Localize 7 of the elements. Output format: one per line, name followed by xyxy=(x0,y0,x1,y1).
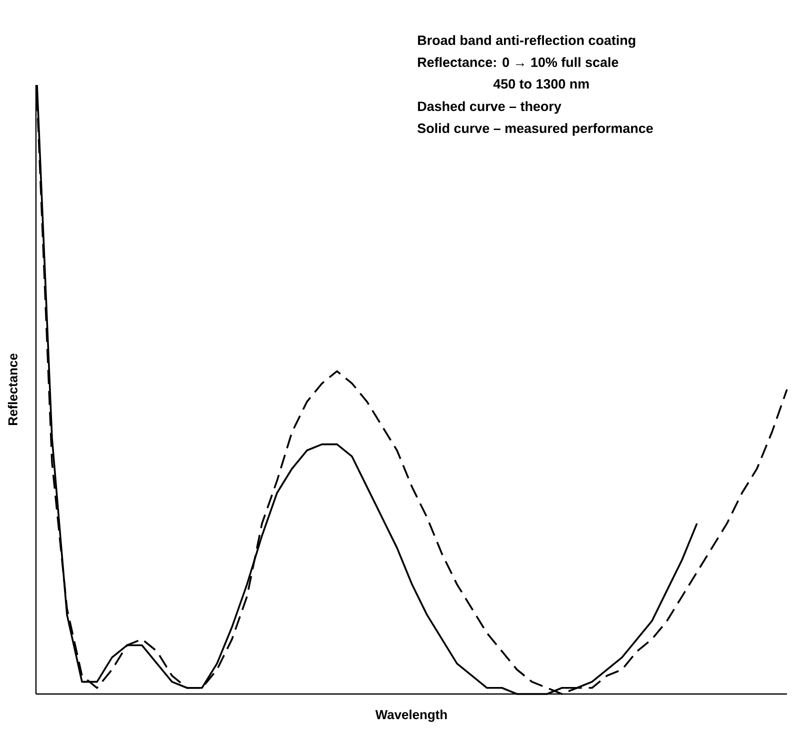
text: Reflectance: 0 → 10% full scale xyxy=(418,57,618,68)
y-axis-title: Reflectance xyxy=(8,354,18,425)
annotation: Solid curve – measured performance xyxy=(418,123,653,136)
annotation: 450 to 1300 nm xyxy=(493,79,589,89)
annotation: Dashed curve – theory xyxy=(418,101,562,114)
text: Broad band anti-reflection coating xyxy=(418,35,636,48)
x-axis-title: Wavelength xyxy=(375,710,447,722)
